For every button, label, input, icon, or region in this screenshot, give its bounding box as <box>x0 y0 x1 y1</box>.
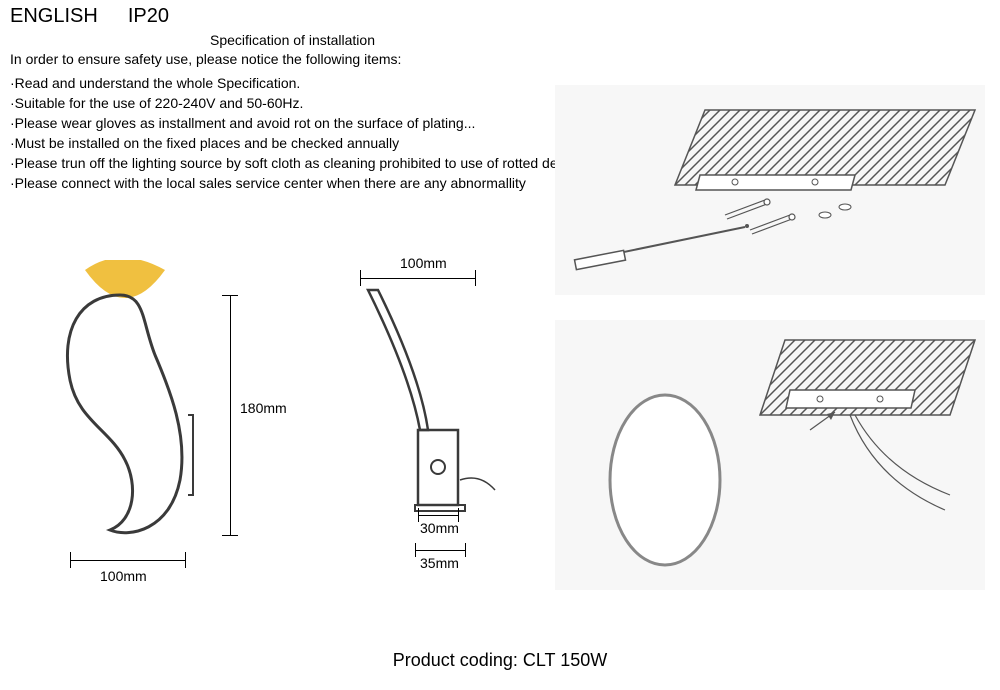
install-diagram-bottom <box>555 320 985 590</box>
dim-side-top: 100mm <box>400 255 447 271</box>
front-view-svg <box>30 260 260 590</box>
subtitle: Specification of installation <box>0 32 1000 48</box>
intro-text: In order to ensure safety use, please no… <box>0 51 1000 67</box>
dim-bracket-w: 30mm <box>420 520 459 536</box>
dim-width: 100mm <box>100 568 147 584</box>
product-code: Product coding: CLT 150W <box>0 650 1000 671</box>
header: ENGLISH IP20 <box>0 0 1000 28</box>
dim-base-w: 35mm <box>420 555 459 571</box>
language-label: ENGLISH <box>10 5 98 28</box>
install-top-svg <box>555 85 985 295</box>
front-view-diagram: 180mm 100mm <box>30 260 260 590</box>
install-diagram-top <box>555 85 985 295</box>
dim-height: 180mm <box>240 400 287 416</box>
side-view-svg <box>360 285 520 545</box>
side-view-diagram: 100mm 30mm 35mm <box>360 260 520 590</box>
install-bottom-svg <box>555 320 985 590</box>
ip-rating-label: IP20 <box>128 5 169 28</box>
